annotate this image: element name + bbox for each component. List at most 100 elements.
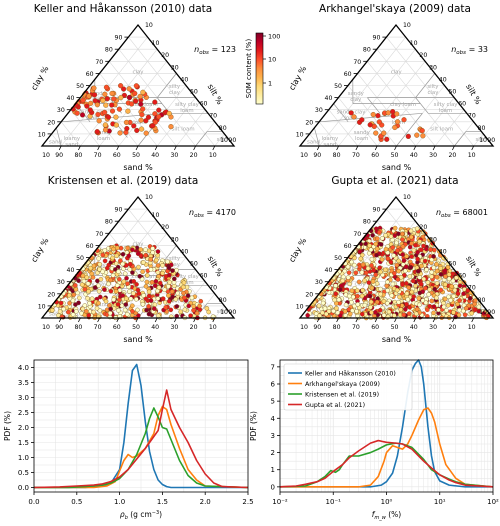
data-point xyxy=(378,291,383,297)
apex-tick-label: 10 xyxy=(220,137,228,144)
grid-line-silt xyxy=(60,208,148,319)
data-point xyxy=(170,294,176,300)
data-point xyxy=(120,293,125,298)
data-point xyxy=(191,308,196,313)
data-point xyxy=(126,253,132,259)
x-tick-label: 10⁰ xyxy=(381,498,393,506)
x-axis-label: fm_w (%) xyxy=(372,510,402,521)
sand-tick xyxy=(193,317,196,323)
data-point xyxy=(92,98,98,104)
data-point xyxy=(105,265,110,271)
silt-tick xyxy=(185,85,190,90)
series-line-4 xyxy=(279,439,494,488)
data-point xyxy=(423,300,429,306)
legend-box xyxy=(283,363,413,411)
data-point xyxy=(113,289,119,294)
apex-tick-label: 10 xyxy=(220,309,228,316)
data-point xyxy=(359,293,365,299)
apex-tick-label: 10 xyxy=(300,152,308,159)
class-label-line: sand xyxy=(323,142,336,148)
data-point xyxy=(131,291,136,296)
silt-tick xyxy=(204,281,209,286)
class-label-line: sandy xyxy=(95,130,112,136)
silt-tick xyxy=(214,121,219,127)
clay-tick-label: 90 xyxy=(373,207,381,214)
data-point xyxy=(462,312,468,318)
data-point xyxy=(427,287,432,292)
data-point xyxy=(130,309,135,314)
data-point xyxy=(180,284,186,290)
data-point xyxy=(105,114,112,120)
silt-tick xyxy=(176,245,180,250)
silt-tick-label: 60 xyxy=(458,273,466,280)
data-point xyxy=(153,279,159,284)
grid-line-sand xyxy=(309,133,320,147)
data-point xyxy=(467,295,473,301)
data-point xyxy=(155,249,161,254)
data-point xyxy=(175,290,180,296)
sand-axis-label: sand % xyxy=(382,335,412,344)
data-point xyxy=(460,308,466,314)
class-label-line: loam xyxy=(180,108,193,114)
data-point xyxy=(139,112,145,118)
sand-tick-label: 80 xyxy=(333,324,341,331)
data-point xyxy=(125,245,130,251)
data-point xyxy=(403,306,408,312)
grid-line-sand xyxy=(386,36,474,147)
sand-tick-label: 10 xyxy=(468,152,476,159)
grid-line-silt xyxy=(214,305,225,319)
data-point xyxy=(383,246,389,252)
silt-tick-label: 20 xyxy=(161,52,169,59)
data-point xyxy=(116,308,121,313)
data-point xyxy=(355,302,361,307)
clay-tick-label: 90 xyxy=(115,207,123,214)
clay-tick-label: 60 xyxy=(86,71,94,78)
clay-tick-label: 20 xyxy=(47,291,55,298)
data-point xyxy=(413,243,418,248)
panel-title: Arkhangel'skaya (2009) data xyxy=(319,3,471,15)
data-point xyxy=(130,247,135,253)
data-point xyxy=(181,290,186,296)
data-point xyxy=(384,136,390,142)
clay-tick-label: 70 xyxy=(353,231,361,238)
data-point xyxy=(473,307,478,312)
data-point xyxy=(73,309,79,314)
data-point xyxy=(464,305,469,311)
panel-title: Gupta et al. (2021) data xyxy=(331,175,458,187)
data-point xyxy=(356,279,362,285)
data-point xyxy=(156,313,161,319)
clay-axis-label: clay % xyxy=(29,236,50,264)
data-point xyxy=(160,263,165,268)
data-point xyxy=(86,93,92,99)
data-point xyxy=(422,258,428,264)
silt-axis-label: silt % xyxy=(464,255,483,279)
silt-tick-label: 30 xyxy=(429,64,437,71)
sand-tick xyxy=(212,145,216,151)
data-point xyxy=(414,311,419,317)
data-point xyxy=(401,117,407,123)
data-point xyxy=(88,100,94,106)
data-point xyxy=(341,274,346,280)
data-point xyxy=(382,267,388,273)
panel-title: Kristensen et al. (2019) data xyxy=(48,175,199,187)
data-point xyxy=(441,304,447,310)
n-obs-sub: obs xyxy=(199,50,209,56)
sand-tick xyxy=(316,145,320,151)
data-point xyxy=(140,89,146,95)
data-point xyxy=(163,305,169,310)
data-point xyxy=(73,283,78,288)
silt-tick xyxy=(405,36,410,42)
y-tick-label: 3 xyxy=(271,432,275,440)
clay-tick-label: 80 xyxy=(363,219,371,226)
data-point xyxy=(371,268,376,273)
data-point xyxy=(124,275,129,281)
data-point xyxy=(429,269,434,275)
data-point xyxy=(116,269,121,274)
data-point xyxy=(70,312,76,317)
data-point xyxy=(421,243,426,249)
data-point xyxy=(150,246,155,251)
class-boundary xyxy=(396,113,423,147)
data-point xyxy=(394,262,400,268)
